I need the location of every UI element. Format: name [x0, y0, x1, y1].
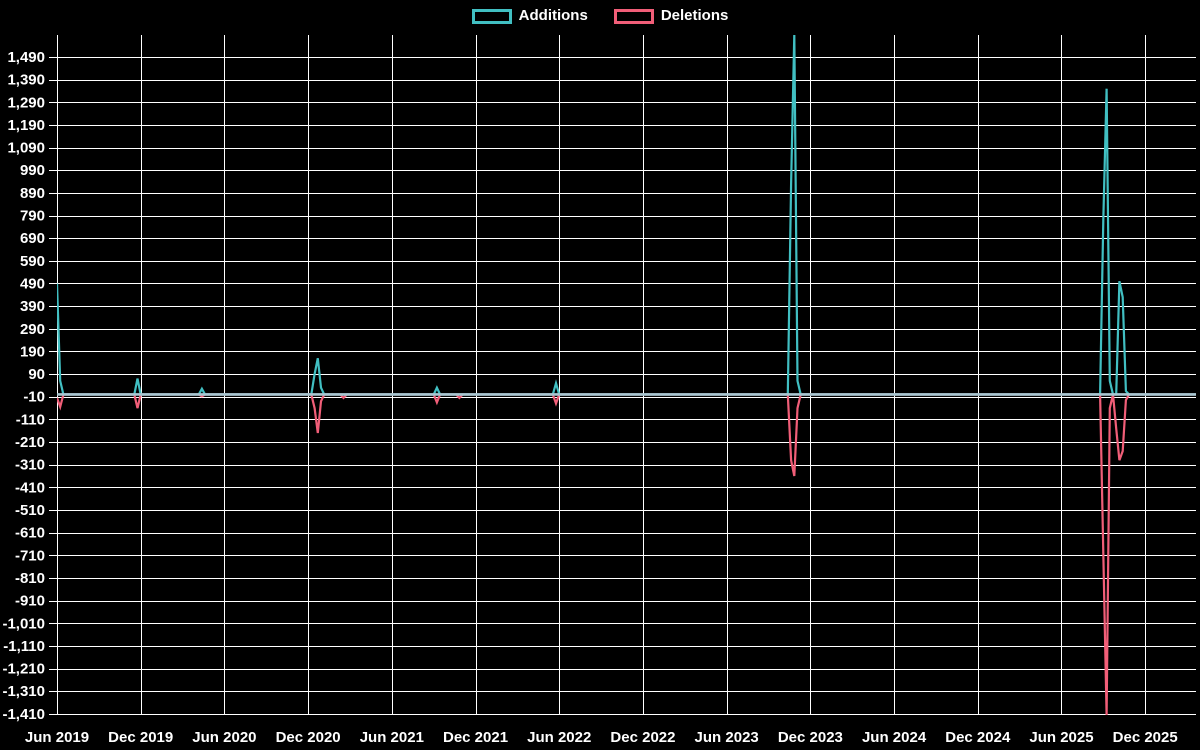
y-axis-label: 990 — [20, 162, 45, 179]
legend: Additions Deletions — [0, 6, 1200, 26]
y-axis-label: 890 — [20, 185, 45, 202]
x-axis-label: Dec 2021 — [443, 729, 508, 746]
x-axis-label: Dec 2024 — [945, 729, 1011, 746]
x-axis-label: Dec 2019 — [108, 729, 173, 746]
y-axis-labels: 1,490 1,390 1,290 1,190 1,090 990 890 790 690 590… — [2, 49, 45, 723]
y-axis-label: 1,390 — [7, 72, 45, 89]
y-axis-label: -1,210 — [2, 661, 45, 678]
y-axis-label: -310 — [15, 457, 45, 474]
y-axis-label: 1,190 — [7, 117, 45, 134]
x-axis-label: Jun 2020 — [192, 729, 256, 746]
y-axis-label: 290 — [20, 321, 45, 338]
x-axis-labels: Jun 2019 Dec 2019 Jun 2020 Dec 2020 Jun 2021… — [25, 729, 1178, 746]
y-axis-label: 190 — [20, 343, 45, 360]
y-axis-label: 690 — [20, 230, 45, 247]
y-axis-label: -210 — [15, 434, 45, 451]
x-axis-label: Jun 2021 — [360, 729, 424, 746]
y-axis-label: -10 — [23, 389, 45, 406]
y-axis-label: -710 — [15, 547, 45, 564]
y-axis-label: -610 — [15, 525, 45, 542]
y-axis-label: -410 — [15, 479, 45, 496]
y-axis-label: 90 — [28, 366, 45, 383]
x-axis-label: Dec 2022 — [610, 729, 675, 746]
x-axis-label: Dec 2020 — [276, 729, 341, 746]
y-axis-label: 390 — [20, 298, 45, 315]
y-axis-label: -810 — [15, 570, 45, 587]
x-axis-label: Dec 2023 — [778, 729, 843, 746]
y-axis-label: -110 — [16, 411, 45, 428]
deletions-swatch-icon — [613, 8, 654, 24]
additions-swatch-icon — [471, 8, 512, 24]
y-axis-label: -910 — [15, 593, 45, 610]
y-axis-label: 1,290 — [7, 94, 45, 111]
x-axis-label: Jun 2025 — [1029, 729, 1093, 746]
legend-label-additions: Additions — [518, 7, 588, 24]
y-axis-label: 490 — [20, 275, 45, 292]
series-group — [57, 35, 1196, 715]
x-axis-label: Jun 2019 — [25, 729, 89, 746]
x-axis-label: Dec 2025 — [1113, 729, 1178, 746]
additions-line — [57, 35, 1196, 396]
legend-item-additions[interactable]: Additions — [471, 6, 588, 26]
y-axis-label: -1,310 — [2, 683, 45, 700]
y-axis-label: 1,490 — [7, 49, 45, 66]
y-axis-label: -1,110 — [3, 638, 45, 655]
legend-item-deletions[interactable]: Deletions — [613, 6, 729, 26]
y-axis-label: 790 — [20, 208, 45, 225]
x-axis-label: Jun 2022 — [527, 729, 591, 746]
y-axis-label: -1,010 — [2, 615, 45, 632]
x-axis-label: Jun 2023 — [695, 729, 759, 746]
y-axis-label: 590 — [20, 253, 45, 270]
x-axis-label: Jun 2024 — [862, 729, 927, 746]
y-axis-label: -1,410 — [2, 706, 45, 723]
y-axis-label: 1,090 — [7, 140, 45, 157]
legend-label-deletions: Deletions — [660, 7, 729, 24]
y-axis-label: -510 — [15, 502, 45, 519]
grid — [49, 35, 1196, 715]
